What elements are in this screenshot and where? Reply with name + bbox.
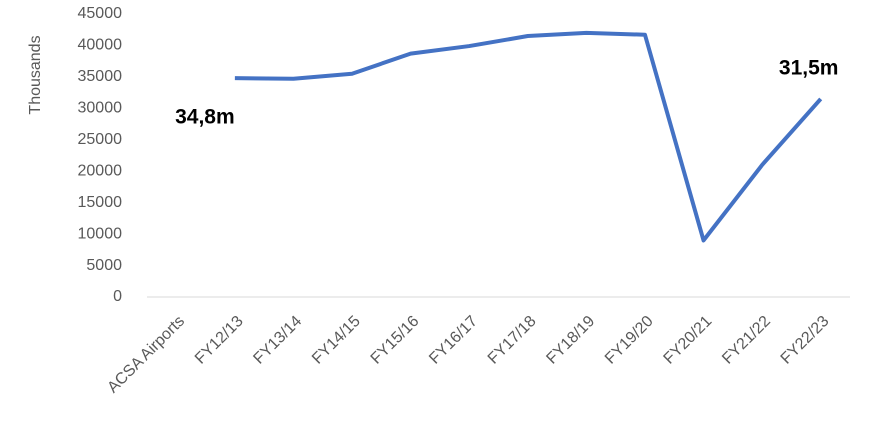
y-tick-label: 45000 — [78, 5, 123, 22]
y-tick-label: 40000 — [78, 37, 123, 54]
y-tick-label: 20000 — [78, 162, 123, 179]
data-label: 31,5m — [779, 56, 839, 79]
y-tick-label: 15000 — [78, 194, 123, 211]
y-tick-label: 0 — [113, 288, 122, 305]
x-tick-label: FY14/15 — [309, 313, 364, 368]
x-tick-label: FY22/23 — [778, 313, 833, 368]
y-tick-label: 30000 — [78, 100, 123, 117]
x-tick-label: ACSA Airports — [104, 313, 188, 397]
x-tick-label: FY19/20 — [602, 313, 657, 368]
x-tick-label: FY16/17 — [426, 313, 481, 368]
y-tick-label: 35000 — [78, 68, 123, 85]
y-tick-label: 25000 — [78, 131, 123, 148]
x-tick-label: FY18/19 — [543, 313, 598, 368]
data-label: 34,8m — [175, 106, 235, 129]
y-tick-label: 10000 — [78, 225, 123, 242]
x-tick-label: FY13/14 — [250, 313, 305, 368]
x-tick-label: FY20/21 — [661, 313, 716, 368]
line-series — [234, 30, 823, 243]
y-tick-label: 5000 — [86, 257, 122, 274]
x-tick-label: FY12/13 — [192, 313, 247, 368]
y-axis-label: Thousands — [27, 35, 44, 114]
x-tick-label: FY17/18 — [485, 313, 540, 368]
x-tick-label: FY15/16 — [368, 313, 423, 368]
x-tick-label: FY21/22 — [719, 313, 774, 368]
